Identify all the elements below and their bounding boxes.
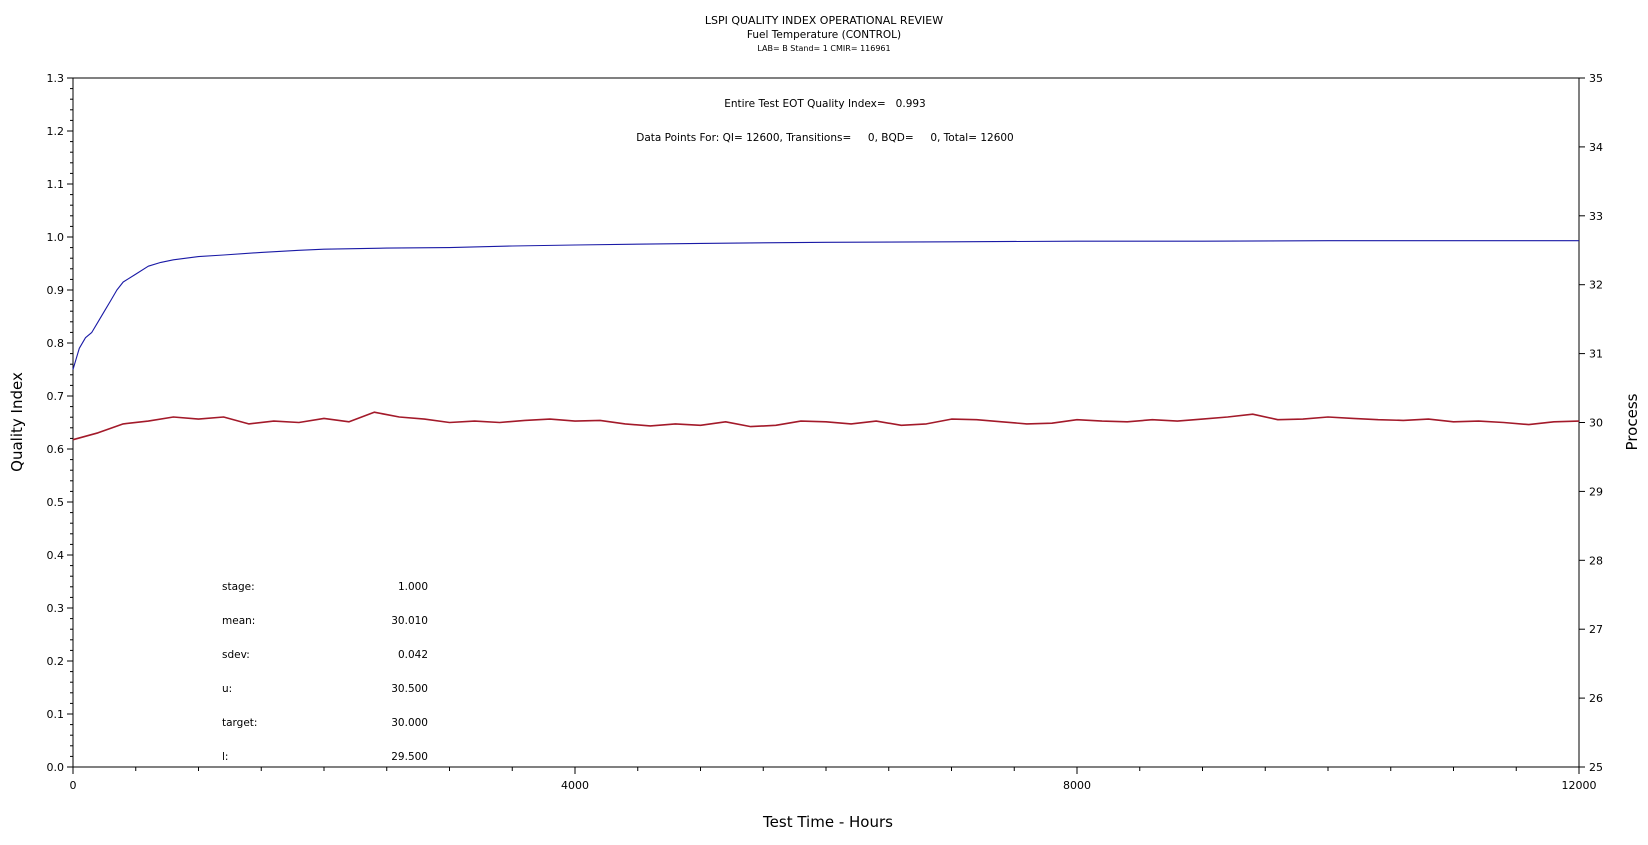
stat-value: 29.500 [391, 751, 428, 763]
y-right-tick-label: 33 [1589, 210, 1603, 223]
series-layer [72, 240, 1580, 441]
y-axis-label-left: Quality Index [8, 372, 26, 472]
annotation-eot-quality-index: Entire Test EOT Quality Index= 0.993 [724, 98, 926, 110]
y-left-tick-label: 0.8 [47, 337, 65, 350]
stats-table: stage: 1.000 mean: 30.010 sdev: 0.042 u: 30.500… [222, 581, 428, 763]
x-tick-label: 4000 [561, 779, 589, 792]
y-left-tick-label: 0.1 [47, 708, 65, 721]
chart-title: LSPI QUALITY INDEX OPERATIONAL REVIEW [705, 14, 943, 27]
y-left-tick-label: 0.6 [47, 443, 65, 456]
chart-subtitle: Fuel Temperature (CONTROL) [747, 29, 901, 41]
y-right-tick-label: 34 [1589, 141, 1603, 154]
y-right-tick-label: 29 [1589, 485, 1603, 498]
y-right-tick-label: 35 [1589, 72, 1603, 85]
y-left-tick-label: 0.3 [47, 602, 65, 615]
y-right-tick-label: 27 [1589, 623, 1603, 636]
y-right-tick-label: 26 [1589, 692, 1603, 705]
stat-value: 30.000 [391, 717, 428, 729]
process-line [72, 411, 1580, 441]
stat-value: 30.500 [391, 683, 428, 695]
stat-value: 1.000 [398, 581, 428, 593]
stat-label: l: [222, 751, 228, 763]
annotation-data-points: Data Points For: QI= 12600, Transitions=… [636, 132, 1014, 144]
y-right-tick-label: 31 [1589, 348, 1603, 361]
stat-value: 30.010 [391, 615, 428, 627]
y-left-tick-label: 0.5 [47, 496, 65, 509]
y-right-tick-label: 32 [1589, 279, 1603, 292]
y-left-tick-label: 1.0 [47, 231, 65, 244]
x-tick-label: 8000 [1063, 779, 1091, 792]
x-axis: 0 4000 8000 12000 [70, 767, 1597, 792]
y-axis-label-right: Process [1623, 393, 1641, 450]
x-tick-label: 0 [70, 779, 77, 792]
y-left-tick-label: 0.9 [47, 284, 65, 297]
stat-value: 0.042 [398, 649, 428, 661]
x-tick-label: 12000 [1562, 779, 1597, 792]
stat-label: sdev: [222, 649, 250, 661]
y-right-tick-label: 28 [1589, 554, 1603, 567]
y-left-tick-label: 1.1 [47, 178, 65, 191]
y-left-tick-label: 0.4 [47, 549, 65, 562]
stat-label: target: [222, 717, 257, 729]
y-right-tick-label: 25 [1589, 761, 1603, 774]
stat-label: stage: [222, 581, 255, 593]
left-axis: 0.0 0.1 0.2 0.3 0.4 0.5 0.6 0.7 0.8 0.9 1.0 1.1 1.2 1… [47, 72, 73, 774]
stat-label: mean: [222, 615, 255, 627]
chart-subtitle-lab: LAB= B Stand= 1 CMIR= 116961 [757, 44, 890, 53]
y-right-tick-label: 30 [1589, 417, 1603, 430]
y-left-tick-label: 1.3 [47, 72, 65, 85]
right-axis: 25 26 27 28 29 30 31 32 33 34 35 [1579, 72, 1603, 774]
y-left-tick-label: 0.2 [47, 655, 65, 668]
x-axis-label: Test Time - Hours [762, 813, 893, 831]
stat-label: u: [222, 683, 232, 695]
y-left-tick-label: 0.7 [47, 390, 65, 403]
quality-index-line [72, 240, 1579, 370]
y-left-tick-label: 0.0 [47, 761, 65, 774]
y-left-tick-label: 1.2 [47, 125, 65, 138]
